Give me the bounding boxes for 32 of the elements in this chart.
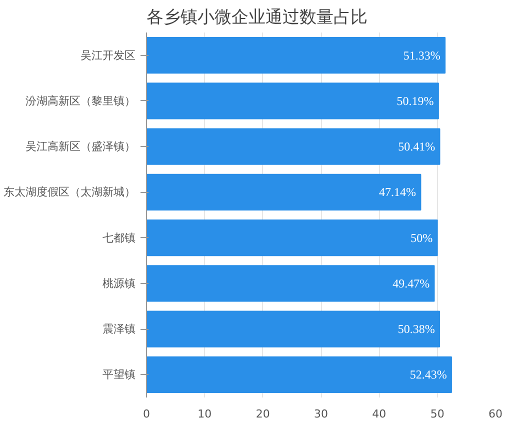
x-tick-label: 20 — [256, 408, 270, 420]
x-tick-label: 10 — [198, 408, 212, 420]
y-tick-label: 震泽镇 — [102, 322, 136, 336]
bar — [146, 265, 435, 302]
x-tick-label: 40 — [372, 408, 386, 420]
x-tick-label: 30 — [314, 408, 328, 420]
y-tick-label: 七都镇 — [102, 231, 136, 244]
data-label: 50% — [410, 230, 433, 245]
bar — [146, 82, 439, 120]
bar — [146, 128, 440, 165]
bar — [146, 37, 446, 74]
x-tick-label: 0 — [143, 408, 150, 420]
data-label: 50.41% — [398, 140, 436, 154]
y-tick-label: 桃源镇 — [102, 276, 136, 290]
bar — [146, 174, 422, 210]
x-tick-label: 60 — [488, 408, 502, 420]
data-label: 49.47% — [392, 276, 430, 290]
data-label: 52.43% — [410, 368, 447, 382]
data-label: 47.14% — [379, 185, 416, 200]
y-tick-label: 东太湖度假区（太湖新城） — [4, 186, 136, 199]
data-label: 51.33% — [403, 48, 440, 62]
y-tick-label: 汾湖高新区（黎里镇） — [26, 94, 136, 108]
x-tick-label: 50 — [430, 408, 444, 420]
y-tick-label: 吴江开发区 — [80, 48, 136, 62]
data-label: 50.38% — [398, 322, 435, 336]
y-tick-label: 吴江高新区（盛泽镇） — [26, 140, 136, 154]
chart-title: 各乡镇小微企业通过数量占比 — [146, 8, 368, 28]
bar — [146, 220, 438, 256]
bar — [146, 356, 452, 393]
y-tick-label: 平望镇 — [102, 368, 136, 382]
data-label: 50.19% — [396, 94, 434, 108]
bar — [146, 310, 440, 348]
